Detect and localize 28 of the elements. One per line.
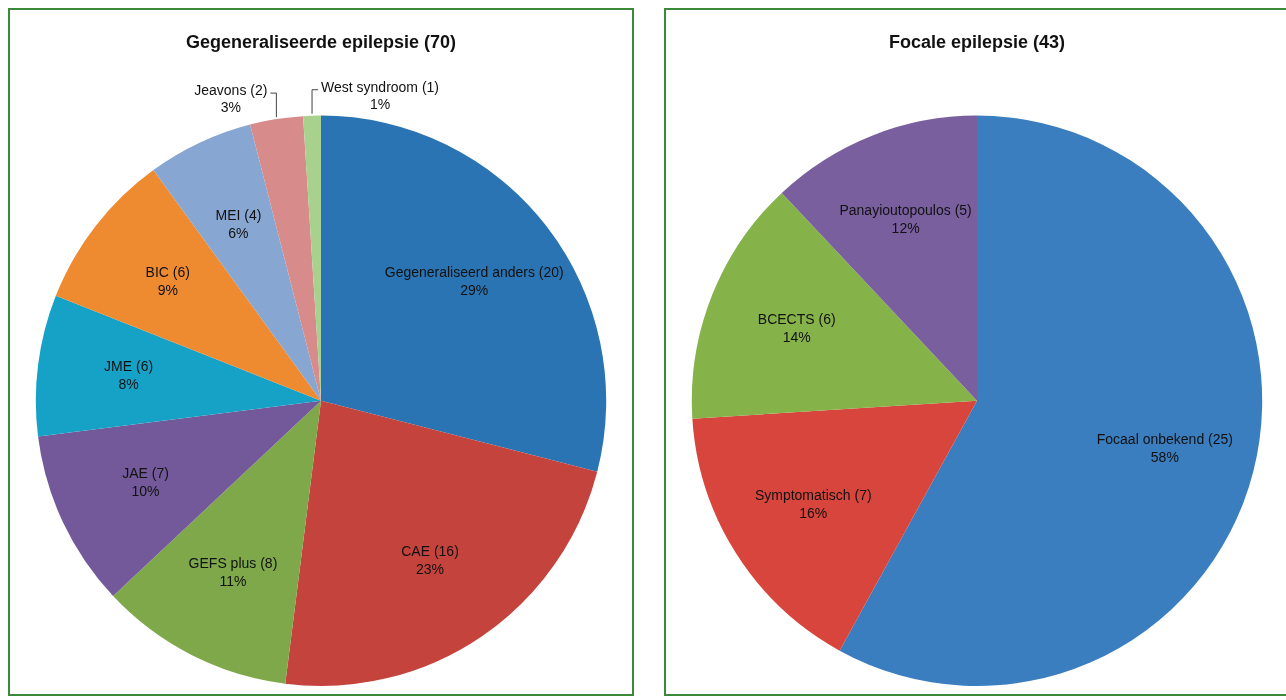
data-label: 9% <box>157 281 178 298</box>
slice-label: BIC (6) <box>145 263 190 280</box>
slice-label: MEI (4) <box>215 207 262 224</box>
data-label: 58% <box>1150 448 1179 465</box>
slice-label: JME (6) <box>104 358 154 375</box>
chart-title: Focale epilepsie (43) <box>888 31 1066 52</box>
slice-label: Gegeneraliseerd anders (20) <box>384 263 564 280</box>
data-label: 23% <box>415 561 445 578</box>
slice-label: CAE (16) <box>401 543 459 560</box>
data-label: 11% <box>219 573 247 590</box>
slice-label: JAE (7) <box>122 465 169 482</box>
data-label: 1% <box>369 95 391 112</box>
data-label: 3% <box>220 98 241 115</box>
data-label: 12% <box>891 220 920 237</box>
data-label: 29% <box>460 281 489 298</box>
data-label: 6% <box>228 225 249 242</box>
slice-label: Symptomatisch (7) <box>754 486 872 503</box>
data-label: 10% <box>131 483 160 500</box>
data-label: 14% <box>782 329 811 346</box>
data-label: 8% <box>118 376 139 393</box>
slice-label: Panayioutopoulos (5) <box>839 202 972 219</box>
slice-label: GEFS plus (8) <box>188 555 278 572</box>
slice-label: BCECTS (6) <box>757 311 836 328</box>
chart-title: Gegeneraliseerde epilepsie (70) <box>185 31 457 52</box>
data-label: 16% <box>799 504 828 521</box>
slice-label: Jeavons (2) <box>194 81 268 98</box>
slice-label: Focaal onbekend (25) <box>1096 430 1233 447</box>
slice-label: West syndroom (1) <box>321 78 440 95</box>
